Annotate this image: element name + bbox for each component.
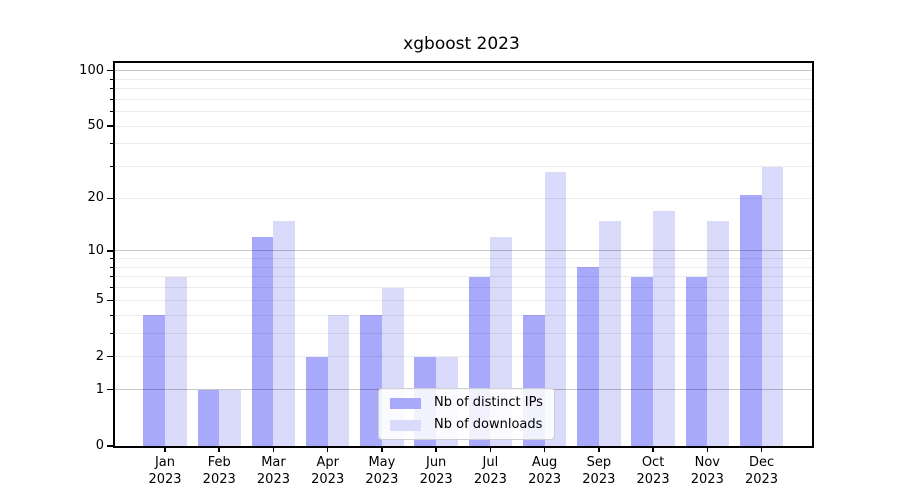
y-minor-tick (109, 266, 113, 268)
bar-ips-nov (685, 276, 708, 446)
bar-downloads-aug (544, 172, 567, 446)
bar-ips-may (360, 315, 382, 446)
gridline-minor (115, 98, 812, 100)
gridline-minor (115, 299, 812, 301)
x-tick-label: Apr 2023 (311, 455, 345, 487)
y-minor-tick (109, 88, 113, 90)
x-tick (326, 446, 329, 452)
bar-ips-mar (251, 237, 274, 446)
y-tick-label: 2 (95, 348, 104, 364)
gridline-minor (115, 143, 812, 145)
y-minor-tick (109, 111, 113, 113)
x-tick-label: Mar 2023 (256, 455, 290, 487)
bar-downloads-jan (165, 276, 187, 446)
y-tick-label: 10 (87, 242, 104, 258)
legend: Nb of distinct IPs Nb of downloads (378, 388, 555, 440)
plot-area: Nb of distinct IPs Nb of downloads (113, 61, 814, 448)
gridline-minor (115, 78, 812, 80)
y-tick-label: 20 (87, 190, 104, 206)
bar-downloads-nov (707, 220, 729, 446)
chart-title: xgboost 2023 (403, 34, 520, 54)
x-tick-label: Oct 2023 (636, 455, 670, 487)
legend-item-distinct-ips: Nb of distinct IPs (390, 395, 543, 411)
y-minor-tick (109, 332, 113, 334)
x-tick (706, 446, 709, 452)
x-tick (272, 446, 275, 452)
y-minor-tick (109, 78, 113, 80)
legend-label-downloads: Nb of downloads (434, 417, 543, 432)
bar-ips-apr (305, 356, 328, 446)
y-minor-tick (109, 287, 113, 289)
y-minor-tick (109, 166, 113, 168)
x-tick-label: Dec 2023 (744, 455, 779, 487)
y-tick-label: 50 (87, 118, 104, 134)
bar-downloads-apr (327, 315, 350, 446)
x-tick (598, 446, 600, 452)
x-tick (218, 446, 220, 452)
bar-downloads-dec (761, 166, 784, 446)
y-tick (107, 69, 113, 72)
bar-downloads-sep (598, 220, 621, 446)
y-tick (107, 197, 113, 200)
gridline-minor (115, 314, 812, 316)
x-tick-label: Jan 2023 (148, 455, 182, 487)
x-tick-label: Sep 2023 (582, 455, 616, 487)
gridline-minor (115, 287, 812, 289)
x-tick (489, 446, 492, 452)
y-tick (107, 355, 113, 358)
x-tick (652, 446, 654, 452)
gridline-minor (115, 125, 812, 127)
x-tick-label: Jun 2023 (419, 455, 453, 487)
bar-downloads-feb (219, 389, 241, 446)
bar-ips-sep (577, 267, 599, 446)
legend-label-distinct-ips: Nb of distinct IPs (434, 395, 543, 410)
y-tick (107, 388, 113, 391)
y-tick (107, 445, 113, 447)
x-tick (760, 446, 763, 452)
gridline-minor (115, 88, 812, 90)
y-tick (107, 125, 113, 127)
bar-ips-feb (197, 389, 220, 446)
gridline-minor (115, 111, 812, 113)
x-tick-label: May 2023 (365, 455, 399, 487)
legend-swatch-distinct-ips (390, 397, 421, 409)
x-tick (435, 446, 437, 452)
bar-downloads-mar (273, 220, 296, 446)
bar-ips-dec (739, 194, 762, 446)
bar-downloads-oct (653, 210, 675, 446)
bar-ips-jan (143, 315, 165, 446)
legend-swatch-downloads (390, 419, 421, 431)
y-tick-label: 5 (95, 292, 104, 308)
x-tick-label: Feb 2023 (202, 455, 236, 487)
gridline-minor (115, 197, 812, 199)
x-tick (543, 446, 546, 452)
y-tick (107, 299, 113, 302)
y-minor-tick (109, 143, 113, 145)
y-tick-label: 1 (95, 381, 104, 397)
y-tick-label: 100 (79, 62, 104, 78)
legend-item-downloads: Nb of downloads (390, 417, 543, 433)
x-tick-label: Aug 2023 (528, 455, 562, 487)
y-tick (107, 250, 113, 252)
gridline-major (115, 70, 812, 72)
gridline-minor (115, 356, 812, 358)
gridline-major (115, 250, 812, 252)
gridline-minor (115, 258, 812, 260)
x-tick-label: Nov 2023 (690, 455, 724, 487)
x-tick (164, 446, 166, 452)
gridline-minor (115, 332, 812, 334)
y-minor-tick (109, 314, 113, 316)
bar-ips-oct (631, 276, 654, 446)
y-minor-tick (109, 258, 113, 260)
gridline-minor (115, 266, 812, 268)
gridline-minor (115, 166, 812, 168)
x-tick-label: Jul 2023 (473, 455, 507, 487)
gridline-minor (115, 276, 812, 278)
y-minor-tick (109, 98, 113, 100)
x-tick (381, 446, 383, 452)
y-tick-label: 0 (95, 438, 104, 453)
y-minor-tick (109, 276, 113, 278)
